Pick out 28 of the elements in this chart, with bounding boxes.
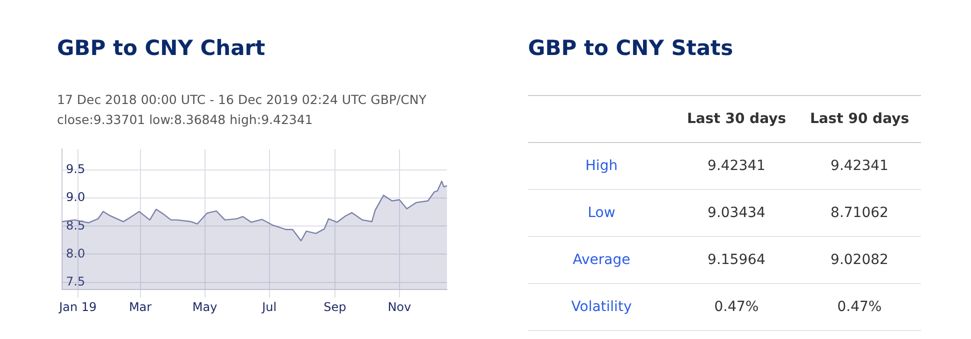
x-tick-label: Jan 19 — [58, 300, 97, 314]
data-label: 9.42341 — [675, 142, 798, 190]
data-label: 0.47% — [675, 284, 798, 330]
text: Last 30 days — [675, 96, 798, 142]
x-tick-label: Sep — [324, 300, 346, 314]
x-tick-label: Jul — [261, 300, 277, 314]
y-tick-label: 8.0 — [66, 246, 86, 260]
y-tick-label: 9.5 — [66, 162, 86, 176]
category-label: Average — [528, 236, 675, 284]
data-label: 9.42341 — [798, 142, 921, 190]
x-tick-label: May — [192, 300, 218, 314]
chart-title: GBP to CNY Chart — [57, 36, 266, 60]
category-label: Volatility — [528, 284, 675, 330]
data-label: 9.15964 — [675, 236, 798, 284]
data-label: 8.71062 — [798, 190, 921, 236]
category-label: Low — [528, 190, 675, 236]
category-label: High — [528, 142, 675, 190]
text: GBP to CNY Stats — [528, 36, 734, 60]
text: close:9.33701 low:8.36848 high:9.42341 — [57, 112, 313, 127]
x-tick-label: Mar — [128, 300, 152, 314]
data-label: 9.03434 — [675, 190, 798, 236]
y-tick-label: 9.0 — [66, 190, 86, 204]
text: Last 90 days — [798, 96, 921, 142]
x-tick-label: Nov — [388, 300, 412, 314]
data-label: 9.02082 — [798, 236, 921, 284]
chart-subtitle: 17 Dec 2018 00:00 UTC - 16 Dec 2019 02:24 UTC GBP/CNY — [57, 92, 426, 107]
y-tick-label: 7.5 — [66, 274, 86, 288]
data-label: 0.47% — [798, 284, 921, 330]
